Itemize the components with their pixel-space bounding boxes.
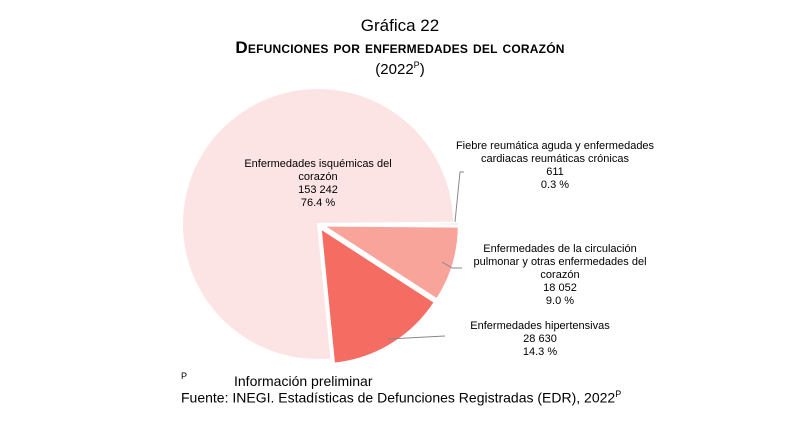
slice-circulacion <box>319 224 460 301</box>
preliminary-mark: P <box>181 371 188 381</box>
leader-line <box>387 335 446 340</box>
leader-line <box>454 171 464 223</box>
chart-year: (2022P) <box>375 60 425 78</box>
slice-isquemicas <box>181 87 456 361</box>
slice-label-fiebre: Fiebre reumática aguda y enfermedades ca… <box>455 140 655 191</box>
slice-hipertensivas <box>319 226 437 365</box>
slice-label-circulacion: Enfermedades de la circulación pulmonar … <box>473 243 647 307</box>
chart-title: Gráfica 22 <box>360 16 440 35</box>
preliminary-note: Información preliminar <box>234 373 373 389</box>
slice-label-hipertensivas: Enfermedades hipertensivas 28 630 14.3 % <box>470 320 610 358</box>
chart-subtitle: Defunciones por enfermedades del corazón <box>235 38 565 57</box>
leader-line <box>441 261 462 269</box>
slice-label-isquemicas: Enfermedades isquémicas del corazón 153 … <box>244 158 392 209</box>
source-note: Fuente: INEGI. Estadísticas de Defuncion… <box>181 389 622 406</box>
